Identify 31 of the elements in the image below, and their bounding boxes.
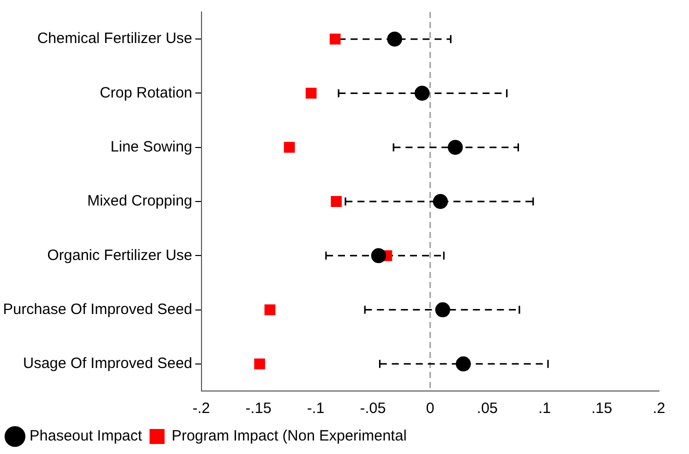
legend-label: Program Impact (Non Experimental xyxy=(172,428,407,445)
point xyxy=(414,86,430,101)
y-tick-label: Organic Fertilizer Use xyxy=(47,246,192,264)
point xyxy=(264,304,276,316)
point xyxy=(432,194,448,209)
x-tick-label: -.15 xyxy=(246,400,272,418)
legend-label: Phaseout Impact xyxy=(30,428,143,445)
point xyxy=(330,196,342,207)
x-tick-label: 0 xyxy=(426,400,434,418)
y-tick-label: Mixed Cropping xyxy=(87,192,192,210)
point xyxy=(435,302,450,318)
x-tick-label: .2 xyxy=(652,400,666,418)
x-tick-label: .05 xyxy=(476,400,498,418)
y-tick-label: Crop Rotation xyxy=(100,84,192,102)
y-tick-label: Usage Of Improved Seed xyxy=(23,355,192,372)
x-tick-label: -.2 xyxy=(192,400,210,418)
x-tick-label: -.05 xyxy=(360,400,386,418)
point xyxy=(448,140,463,155)
point xyxy=(456,356,471,372)
point xyxy=(387,32,402,47)
x-tick-label: .1 xyxy=(538,400,551,418)
y-tick-label: Purchase Of Improved Seed xyxy=(3,300,192,318)
x-tick-label: .15 xyxy=(591,400,612,418)
point xyxy=(284,142,295,153)
point xyxy=(371,248,386,264)
y-tick-label: Chemical Fertilizer Use xyxy=(37,30,192,48)
point xyxy=(306,88,317,99)
x-tick-label: -.1 xyxy=(306,400,324,418)
point xyxy=(330,34,341,45)
point xyxy=(254,358,266,370)
y-tick-label: Line Sowing xyxy=(110,138,192,156)
